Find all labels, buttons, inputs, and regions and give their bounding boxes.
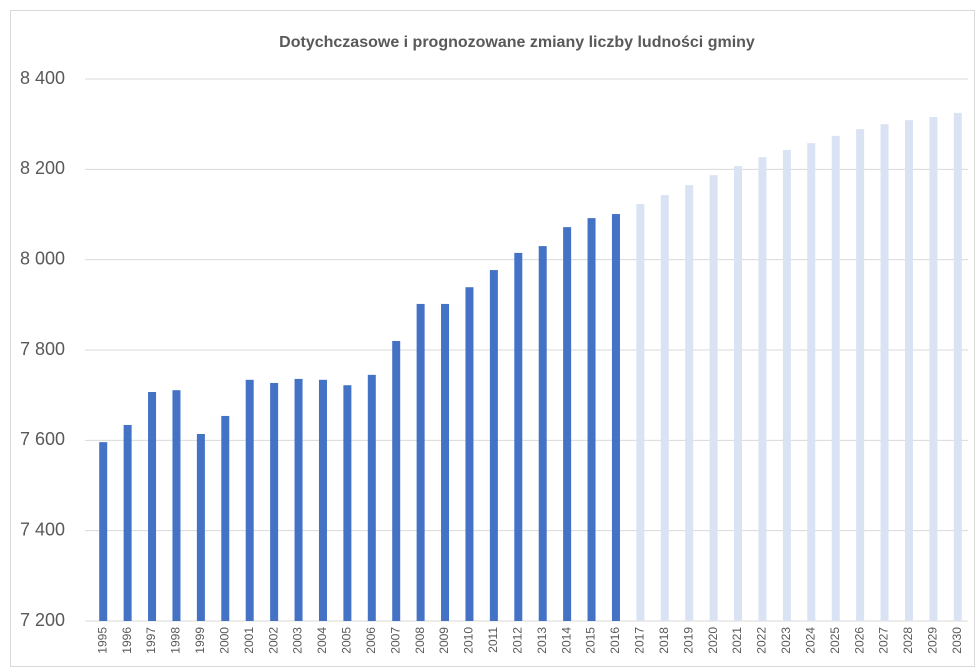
bar	[880, 124, 889, 622]
bar	[538, 246, 547, 621]
x-tick-label: 1995	[95, 627, 109, 654]
x-tick-label: 2024	[803, 627, 817, 654]
x-tick-label: 2023	[779, 627, 793, 654]
x-tick-label: 2004	[315, 627, 329, 654]
x-tick-label: 2019	[681, 627, 695, 654]
bar	[196, 434, 205, 621]
bar	[929, 116, 938, 621]
x-tick-label: 2010	[462, 627, 476, 654]
x-tick-label: 2020	[706, 627, 720, 654]
x-tick-label: 2009	[437, 627, 451, 654]
bar	[221, 415, 230, 621]
x-tick-label: 2007	[388, 627, 402, 654]
x-tick-label: 1997	[144, 627, 158, 654]
y-tick-label: 7 400	[20, 519, 65, 539]
bar	[99, 442, 108, 621]
x-tick-label: 2015	[584, 627, 598, 654]
x-tick-label: 2026	[852, 627, 866, 654]
bar	[489, 270, 498, 621]
bar	[807, 143, 816, 622]
chart-title: Dotychczasowe i prognozowane zmiany licz…	[279, 34, 755, 51]
bar	[953, 112, 962, 621]
x-tick-label: 2025	[828, 627, 842, 654]
y-tick-label: 8 000	[20, 248, 65, 268]
bar	[563, 227, 572, 621]
bar	[367, 374, 376, 621]
x-tick-label: 2012	[510, 627, 524, 654]
bar	[758, 157, 767, 621]
x-tick-label: 2006	[364, 627, 378, 654]
x-tick-label: 2003	[291, 627, 305, 654]
bar	[245, 379, 254, 621]
bar	[514, 252, 523, 621]
bar	[416, 303, 425, 621]
x-tick-label: 2018	[657, 627, 671, 654]
x-tick-label: 2005	[340, 627, 354, 654]
x-tick-label: 2013	[535, 627, 549, 654]
x-tick-label: 1996	[120, 627, 134, 654]
bar	[685, 185, 694, 621]
x-tick-label: 1999	[193, 627, 207, 654]
bar	[392, 340, 401, 621]
x-tick-label: 2017	[633, 627, 647, 654]
bar	[831, 135, 840, 621]
y-tick-label: 7 600	[20, 429, 65, 449]
bar	[709, 175, 718, 621]
bar	[782, 149, 791, 621]
bar	[611, 214, 620, 621]
bar	[270, 382, 279, 621]
bar	[294, 378, 303, 621]
y-tick-label: 7 200	[20, 610, 65, 630]
bar	[441, 303, 450, 621]
x-tick-label: 2001	[242, 627, 256, 654]
bar	[734, 166, 743, 621]
bar	[904, 120, 913, 621]
x-tick-label: 2000	[217, 627, 231, 654]
bar	[660, 195, 669, 621]
x-tick-label: 2030	[950, 627, 964, 654]
x-tick-label: 2014	[559, 627, 573, 654]
bar	[856, 129, 865, 621]
x-tick-label: 2029	[926, 627, 940, 654]
x-tick-label: 2016	[608, 627, 622, 654]
bar	[636, 204, 645, 621]
y-tick-label: 8 200	[20, 158, 65, 178]
x-tick-label: 2011	[486, 627, 500, 653]
y-tick-label: 8 400	[20, 68, 65, 88]
bar	[123, 424, 132, 621]
x-tick-label: 2021	[730, 627, 744, 654]
bar	[172, 390, 181, 621]
x-tick-label: 1998	[169, 627, 183, 654]
bar	[343, 385, 352, 621]
x-tick-label: 2027	[877, 627, 891, 654]
x-tick-label: 2008	[413, 627, 427, 654]
bar	[465, 287, 474, 621]
bar	[587, 218, 596, 621]
x-tick-label: 2022	[755, 627, 769, 654]
bar	[148, 392, 157, 621]
bar	[318, 379, 327, 621]
x-tick-label: 2028	[901, 627, 915, 654]
x-tick-label: 2002	[266, 627, 280, 654]
y-tick-label: 7 800	[20, 339, 65, 359]
